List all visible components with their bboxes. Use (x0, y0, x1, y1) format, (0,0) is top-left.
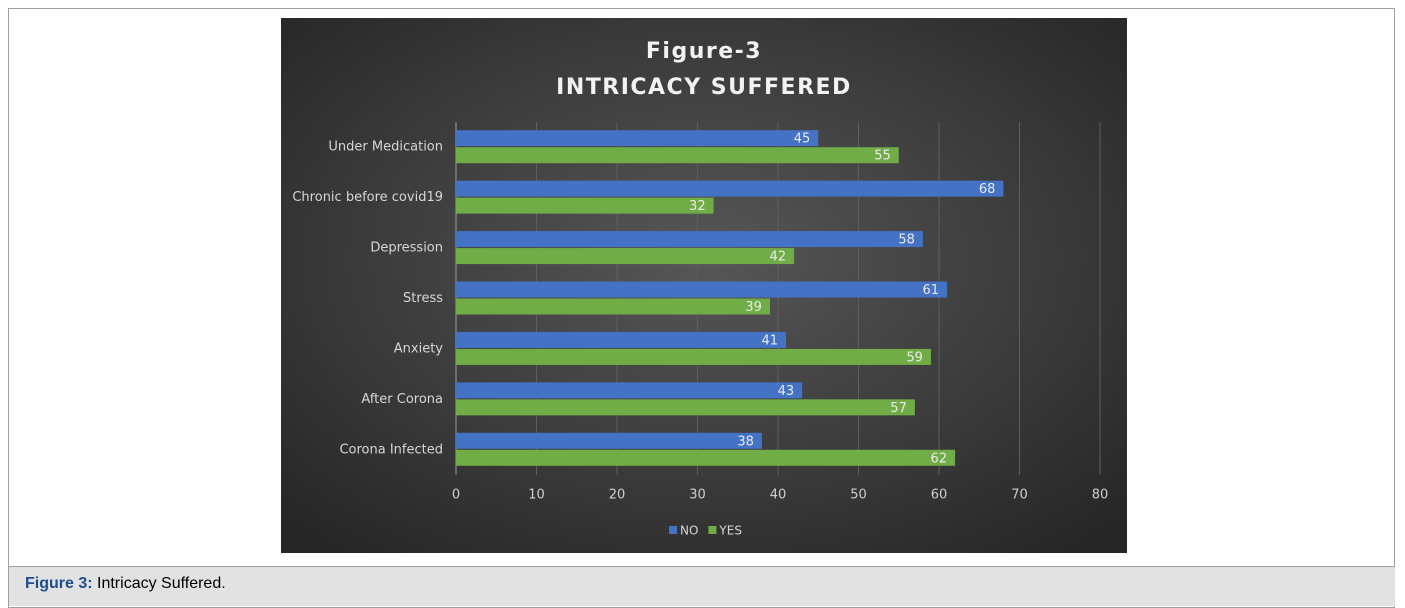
caption-label: Figure 3: (25, 575, 93, 592)
chart: Figure-3 INTRICACY SUFFERED 0 10 20 30 40 50 6… (281, 18, 1127, 553)
x-tick-label: 0 (452, 488, 460, 503)
bar (456, 449, 956, 466)
bar (456, 399, 915, 416)
bar (456, 231, 923, 248)
data-label: 43 (778, 384, 795, 399)
y-tick-label: Under Medication (328, 140, 443, 155)
y-tick-label: Depression (370, 241, 443, 256)
bar (456, 348, 931, 365)
bar (456, 130, 819, 147)
data-label: 39 (745, 300, 762, 315)
y-tick-label: Chronic before covid19 (292, 190, 443, 205)
chart-title: Figure-3 (646, 39, 762, 64)
x-tick-label: 60 (931, 488, 948, 503)
legend-swatch (708, 526, 717, 534)
data-label: 38 (737, 434, 754, 449)
y-tick-label: Anxiety (394, 341, 444, 356)
x-tick-label: 30 (689, 488, 706, 503)
legend-label: YES (718, 524, 742, 538)
bar (456, 180, 1004, 197)
data-label: 42 (770, 250, 787, 265)
y-tick-label: After Corona (361, 392, 443, 407)
data-label: 57 (890, 401, 907, 416)
bar (456, 147, 899, 164)
data-label: 62 (931, 451, 948, 466)
x-tick-label: 10 (528, 488, 545, 503)
data-label: 68 (979, 182, 996, 197)
x-tick-label: 40 (770, 488, 787, 503)
legend-swatch (669, 526, 677, 534)
bar (456, 331, 787, 348)
chart-subtitle: INTRICACY SUFFERED (556, 75, 852, 100)
data-label: 59 (906, 350, 923, 365)
x-tick-label: 80 (1092, 488, 1109, 503)
bar (456, 248, 795, 265)
y-tick-label: Corona Infected (339, 442, 443, 457)
x-tick-label: 20 (609, 488, 626, 503)
x-tick-label: 70 (1011, 488, 1028, 503)
legend-label: NO (680, 524, 698, 538)
caption: Figure 3: Intricacy Suffered. (9, 566, 1395, 606)
bar (456, 197, 714, 214)
bar (456, 432, 762, 449)
data-label: 58 (898, 233, 915, 248)
y-tick-label: Stress (403, 291, 443, 306)
bar (456, 382, 803, 399)
data-label: 45 (794, 132, 811, 147)
data-label: 55 (874, 149, 891, 164)
x-tick-label: 50 (850, 488, 867, 503)
data-label: 61 (923, 283, 940, 298)
bar (456, 281, 948, 298)
bar (456, 298, 770, 315)
data-label: 32 (689, 199, 706, 214)
caption-text: Intricacy Suffered. (97, 575, 226, 592)
data-label: 41 (762, 333, 779, 348)
